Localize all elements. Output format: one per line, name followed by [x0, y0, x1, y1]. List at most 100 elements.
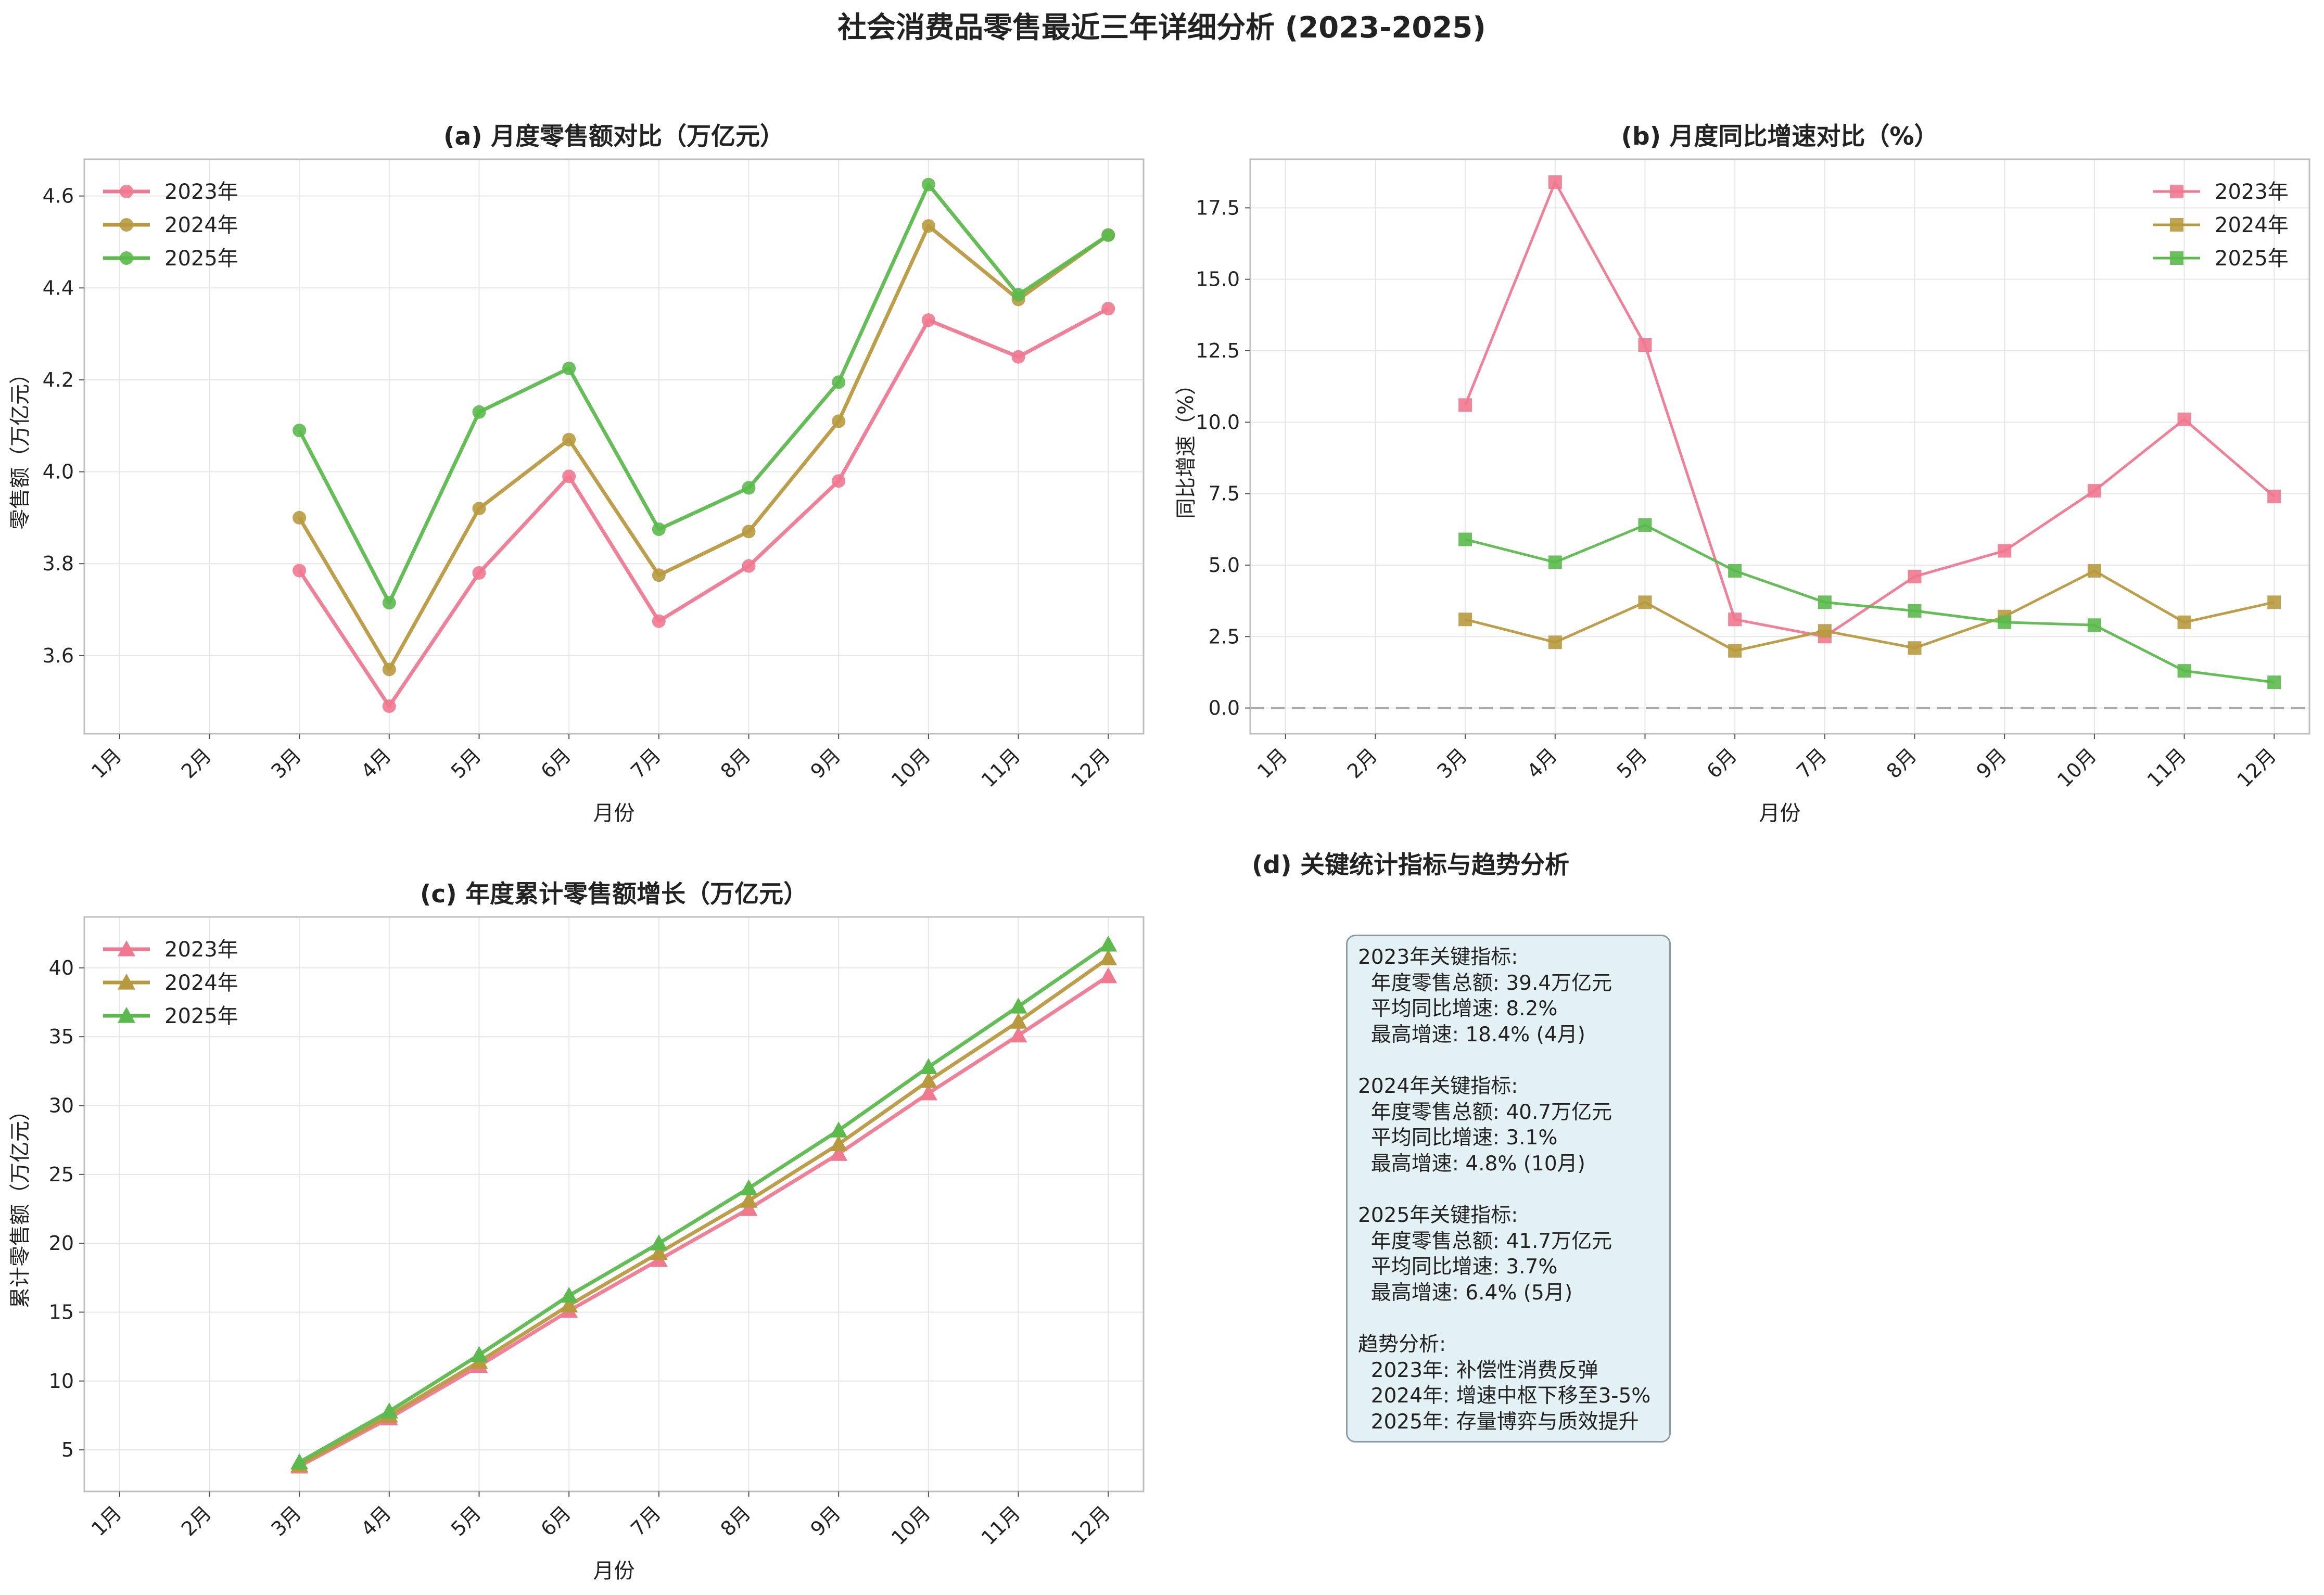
data-point	[2087, 618, 2101, 632]
x-axis-label: 月份	[1759, 801, 1801, 825]
data-point	[1638, 338, 1652, 352]
y-tick-label: 10	[49, 1370, 74, 1393]
x-tick-label: 3月	[266, 744, 306, 783]
y-axis-label: 零售额（万亿元）	[8, 363, 32, 530]
x-tick-label: 10月	[887, 1501, 935, 1549]
data-point	[921, 177, 935, 192]
legend: 2023年 2024年 2025年	[2153, 180, 2289, 271]
data-point	[1011, 288, 1025, 302]
data-point	[742, 481, 756, 495]
data-point	[562, 469, 576, 483]
data-point	[470, 1346, 488, 1362]
legend-marker	[118, 1007, 135, 1023]
data-point	[293, 564, 307, 578]
series-2024年	[1458, 564, 2281, 658]
series-2025年	[290, 935, 1117, 1470]
y-tick-label: 15	[49, 1300, 74, 1323]
data-point	[382, 596, 396, 610]
data-point	[1998, 544, 2012, 558]
x-tick-label: 11月	[977, 1501, 1025, 1549]
x-tick-label: 4月	[1522, 744, 1561, 783]
data-point	[472, 502, 486, 516]
x-tick-label: 11月	[2143, 744, 2191, 792]
data-point	[1548, 555, 1562, 569]
legend-marker	[118, 940, 135, 956]
data-point	[562, 361, 576, 375]
data-point	[2177, 412, 2191, 426]
series-line	[298, 224, 1110, 671]
data-point	[830, 1145, 848, 1161]
data-point	[293, 424, 307, 438]
panel-b-yoy-growth: 0.0 2.5 5.0 7.5 10.0 12.5 15.0 17.5 1月 2月 3月 4月 5月 6月…	[1174, 122, 2310, 825]
data-point	[1099, 967, 1117, 984]
data-point	[921, 313, 935, 327]
data-point	[290, 1453, 309, 1470]
legend-marker	[118, 974, 135, 990]
data-point	[1099, 935, 1117, 952]
data-point	[740, 1192, 758, 1208]
data-point	[1728, 564, 1742, 578]
x-tick-label: 9月	[1972, 744, 2011, 783]
x-tick-label: 5月	[1612, 744, 1652, 783]
panel-c-cumulative-sales: 5 10 15 20 25 30 35 40 1月 2月 3月 4月 5月 6月 7月 8月 9月 10月 11月 1…	[8, 880, 1145, 1583]
y-tick-label: 25	[49, 1163, 74, 1186]
x-tick-label: 8月	[1882, 744, 1921, 783]
data-point	[742, 525, 756, 539]
y-tick-label: 15.0	[1196, 268, 1240, 291]
data-point	[832, 414, 846, 428]
data-point	[1101, 228, 1115, 242]
legend-label: 2023年	[2215, 180, 2289, 204]
legend-label: 2023年	[164, 180, 238, 204]
y-tick-label: 40	[49, 956, 74, 979]
data-point	[293, 511, 307, 525]
data-point	[382, 662, 396, 677]
x-tick-label: 7月	[626, 744, 665, 783]
data-point	[921, 219, 935, 233]
y-tick-label: 2.5	[1209, 625, 1240, 648]
x-tick-label: 8月	[716, 744, 755, 783]
data-point	[1908, 569, 1922, 583]
data-point	[650, 1234, 668, 1251]
data-point	[2087, 564, 2101, 578]
x-tick-label: 2月	[177, 1501, 216, 1540]
x-tick-label: 10月	[2053, 744, 2101, 792]
data-point	[1818, 595, 1832, 609]
y-tick-label: 4.0	[43, 461, 74, 483]
x-tick-label: 3月	[1432, 744, 1471, 783]
plot-frame	[83, 916, 1145, 1492]
x-tick-label: 11月	[977, 744, 1025, 792]
legend-marker	[120, 251, 133, 265]
data-point	[562, 432, 576, 446]
x-tick-label: 6月	[1702, 744, 1741, 783]
data-point	[560, 1286, 578, 1303]
data-point	[1998, 615, 2012, 629]
series-line	[1465, 524, 2275, 684]
series-2025年	[293, 177, 1115, 610]
x-tick-label: 12月	[2232, 744, 2280, 792]
x-tick-label: 1月	[1253, 744, 1292, 783]
y-tick-label: 17.5	[1196, 196, 1240, 219]
data-point	[1011, 350, 1025, 364]
data-point	[742, 559, 756, 573]
data-point	[2177, 615, 2191, 629]
panel-a-monthly-sales: 3.6 3.8 4.0 4.2 4.4 4.6 1月 2月 3月 4月 5月 6月 7月 8月 9月 10月 1…	[8, 122, 1145, 825]
x-tick-label: 2月	[177, 744, 216, 783]
series-line	[298, 956, 1110, 1467]
data-point	[1638, 518, 1652, 532]
stats-summary-box: 2023年关键指标: 年度零售总额: 39.4万亿元 平均同比增速: 8.2% …	[1346, 935, 1671, 1443]
data-point	[650, 1244, 668, 1260]
data-point	[2087, 484, 2101, 498]
data-point	[1009, 998, 1027, 1014]
x-tick-label: 9月	[806, 744, 845, 783]
data-point	[1908, 641, 1922, 655]
x-tick-label: 8月	[716, 1501, 755, 1540]
series-line	[1465, 569, 2275, 653]
y-tick-label: 20	[49, 1232, 74, 1255]
y-axis-label: 同比增速（%）	[1174, 374, 1198, 519]
x-tick-label: 4月	[357, 1501, 396, 1540]
y-tick-label: 10.0	[1196, 411, 1240, 433]
data-point	[1548, 635, 1562, 649]
x-axis-label: 月份	[593, 801, 635, 825]
y-tick-label: 4.4	[43, 276, 74, 299]
x-tick-label: 1月	[87, 1501, 126, 1540]
